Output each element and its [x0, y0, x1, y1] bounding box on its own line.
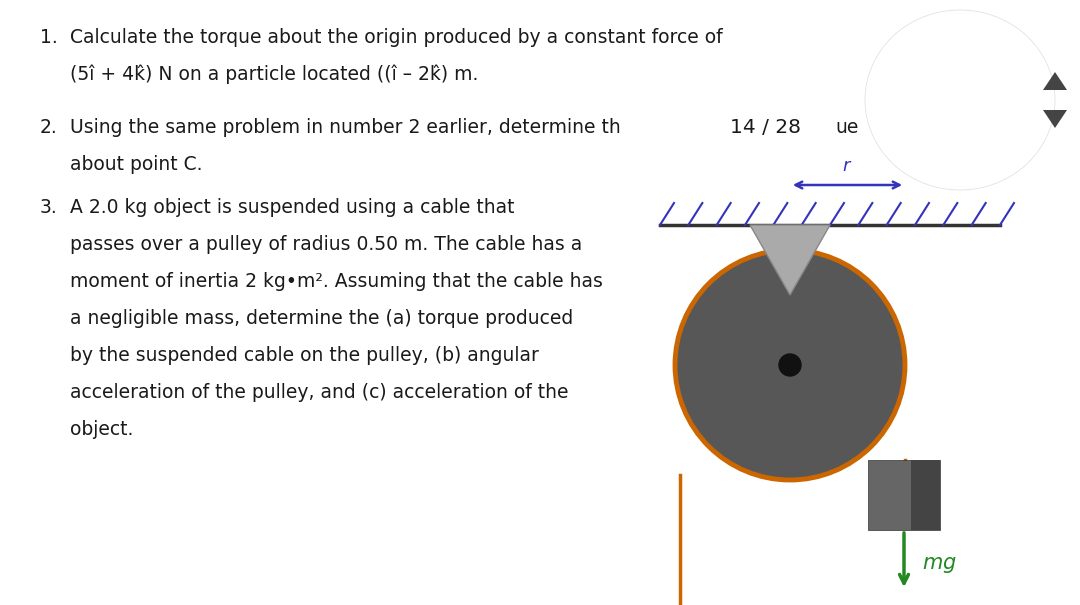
Text: $mg$: $mg$: [922, 555, 957, 575]
Text: about point C.: about point C.: [70, 155, 203, 174]
Text: 2.: 2.: [40, 118, 57, 137]
Bar: [868, 460, 940, 530]
Polygon shape: [1043, 110, 1067, 128]
Text: acceleration of the pulley, and (c) acceleration of the: acceleration of the pulley, and (c) acce…: [70, 383, 568, 402]
Polygon shape: [750, 225, 831, 295]
Text: moment of inertia 2 kg•m². Assuming that the cable has: moment of inertia 2 kg•m². Assuming that…: [70, 272, 603, 291]
Text: by the suspended cable on the pulley, (b) angular: by the suspended cable on the pulley, (b…: [70, 346, 539, 365]
Text: object.: object.: [70, 420, 133, 439]
Circle shape: [779, 354, 801, 376]
Text: a negligible mass, determine the (a) torque produced: a negligible mass, determine the (a) tor…: [70, 309, 573, 328]
Text: passes over a pulley of radius 0.50 m. The cable has a: passes over a pulley of radius 0.50 m. T…: [70, 235, 582, 254]
Text: 14 / 28: 14 / 28: [730, 118, 801, 137]
Bar: [912, 460, 940, 530]
Text: Using the same problem in number 2 earlier, determine th: Using the same problem in number 2 earli…: [70, 118, 621, 137]
Text: Calculate the torque about the origin produced by a constant force of: Calculate the torque about the origin pr…: [70, 28, 723, 47]
Text: 3.: 3.: [40, 198, 57, 217]
Circle shape: [675, 250, 905, 480]
Ellipse shape: [865, 10, 1055, 190]
Text: 1.: 1.: [40, 28, 57, 47]
Text: $r$: $r$: [842, 157, 853, 175]
Text: ue: ue: [835, 118, 859, 137]
Text: A 2.0 kg object is suspended using a cable that: A 2.0 kg object is suspended using a cab…: [70, 198, 514, 217]
Text: (5î + 4k̂) N on a particle located ((î – 2k̂) m.: (5î + 4k̂) N on a particle located ((î –…: [70, 65, 478, 85]
Polygon shape: [1043, 72, 1067, 90]
